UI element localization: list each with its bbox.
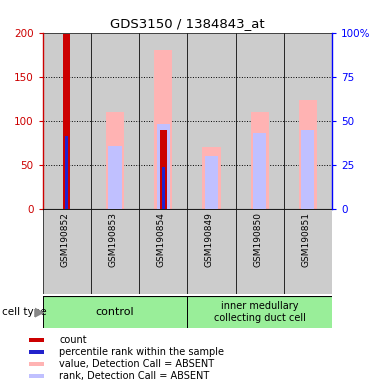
Bar [236,33,284,209]
Bar [253,133,266,209]
Text: control: control [96,307,134,317]
Title: GDS3150 / 1384843_at: GDS3150 / 1384843_at [110,17,265,30]
Text: GSM190852: GSM190852 [60,212,69,267]
Bar [250,112,269,209]
Bar [299,100,317,209]
Text: GSM190849: GSM190849 [205,212,214,267]
Text: GSM190851: GSM190851 [301,212,310,267]
Text: GSM190850: GSM190850 [253,212,262,267]
Text: GSM190854: GSM190854 [157,212,165,267]
FancyBboxPatch shape [284,209,332,294]
FancyBboxPatch shape [43,209,91,294]
Bar [91,33,139,209]
FancyBboxPatch shape [236,209,284,294]
Bar [43,33,91,209]
Bar [108,146,122,209]
Bar [205,156,218,209]
FancyBboxPatch shape [91,209,139,294]
Text: value, Detection Call = ABSENT: value, Detection Call = ABSENT [59,359,214,369]
Text: count: count [59,335,87,345]
Text: inner medullary
collecting duct cell: inner medullary collecting duct cell [214,301,306,323]
Bar [301,130,315,209]
Bar [284,33,332,209]
Bar [154,50,173,209]
FancyBboxPatch shape [187,209,236,294]
Text: GSM190853: GSM190853 [108,212,118,267]
Bar [29,374,45,379]
Bar [29,351,45,354]
Bar [157,124,170,209]
FancyBboxPatch shape [43,296,187,328]
Bar [202,147,221,209]
Bar [29,339,45,343]
Text: cell type: cell type [2,307,46,317]
Text: rank, Detection Call = ABSENT: rank, Detection Call = ABSENT [59,371,209,381]
Bar [139,33,187,209]
FancyBboxPatch shape [139,209,187,294]
Bar [29,362,45,366]
Bar [65,136,68,209]
Bar [162,167,165,209]
Text: percentile rank within the sample: percentile rank within the sample [59,347,224,357]
Text: ▶: ▶ [35,306,45,318]
FancyBboxPatch shape [187,296,332,328]
Bar [160,130,167,209]
Bar [187,33,236,209]
Bar [106,112,124,209]
Bar [63,35,70,209]
